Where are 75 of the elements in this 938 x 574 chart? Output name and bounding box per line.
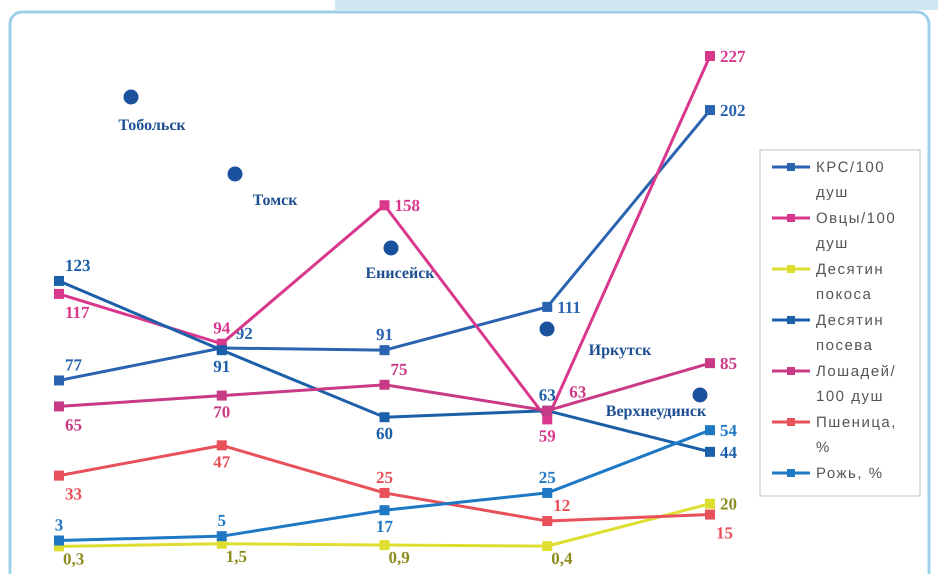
point <box>380 412 390 422</box>
data-label: 12 <box>553 496 570 516</box>
point <box>380 488 390 498</box>
data-label: 0,3 <box>63 549 84 568</box>
data-label: 17 <box>376 517 394 536</box>
data-label: 63 <box>538 386 556 405</box>
legend-label: Десятин покоса <box>816 261 884 303</box>
point <box>542 516 552 526</box>
point <box>705 510 715 520</box>
legend-label: КРС/100 душ <box>816 159 886 201</box>
point <box>380 505 390 516</box>
data-label: 1,5 <box>226 546 247 566</box>
legend-label: Рожь, % <box>816 465 884 482</box>
data-label: 60 <box>376 424 393 444</box>
data-label: 15 <box>716 524 733 543</box>
data-label: 33 <box>65 484 82 504</box>
point <box>705 498 715 509</box>
point <box>54 401 64 412</box>
data-label: 85 <box>720 354 737 374</box>
point <box>705 51 715 61</box>
data-label: 54 <box>720 421 738 440</box>
data-label: 75 <box>390 360 408 379</box>
point <box>216 345 227 356</box>
annotation: Томск <box>252 192 298 209</box>
annotation: Тобольск <box>118 117 186 134</box>
point <box>705 358 715 368</box>
point <box>216 440 227 450</box>
point <box>380 345 390 356</box>
data-label: 25 <box>538 468 556 487</box>
data-label: 91 <box>376 325 393 344</box>
data-label: 63 <box>569 382 586 402</box>
data-label: 5 <box>218 511 226 530</box>
annotation: Верхнеудинск <box>606 403 707 420</box>
legend-label: Овцы/100 душ <box>816 210 896 252</box>
point <box>542 541 552 552</box>
point <box>542 414 552 424</box>
data-label: 0,9 <box>388 548 410 568</box>
data-label: 202 <box>720 101 746 120</box>
data-label: 70 <box>213 402 230 422</box>
data-label: 25 <box>376 468 393 487</box>
point <box>705 446 715 457</box>
data-label: 94 <box>213 318 231 338</box>
data-label: 65 <box>65 415 82 434</box>
point <box>380 200 390 210</box>
data-label: 117 <box>65 302 90 322</box>
legend-label: Десятин посева <box>816 312 884 354</box>
point <box>380 540 390 550</box>
point <box>542 488 552 498</box>
point <box>54 536 64 546</box>
data-label: 123 <box>65 256 90 275</box>
point <box>216 390 227 401</box>
point <box>705 105 715 116</box>
point <box>380 380 390 390</box>
data-label: 44 <box>720 442 738 462</box>
data-label: 0,4 <box>551 549 573 568</box>
point <box>542 302 552 312</box>
data-label: 59 <box>538 426 556 446</box>
point <box>54 276 64 286</box>
point <box>54 470 64 481</box>
legend-label: Пшеница, % <box>816 414 897 456</box>
data-label: 91 <box>213 357 230 376</box>
data-label: 77 <box>65 355 82 374</box>
point <box>705 425 715 436</box>
data-label: 47 <box>213 452 231 472</box>
data-label: 227 <box>720 47 746 66</box>
point <box>54 288 64 299</box>
data-label: 158 <box>394 196 420 216</box>
annotation: Енисейск <box>365 265 436 282</box>
point <box>216 531 227 542</box>
legend-label: Лошадей/100 душ <box>816 363 896 405</box>
annotation: Иркутск <box>588 342 652 359</box>
data-label: 111 <box>557 298 581 317</box>
point <box>54 375 64 386</box>
data-label: 3 <box>54 516 64 535</box>
data-label: 20 <box>720 494 737 514</box>
